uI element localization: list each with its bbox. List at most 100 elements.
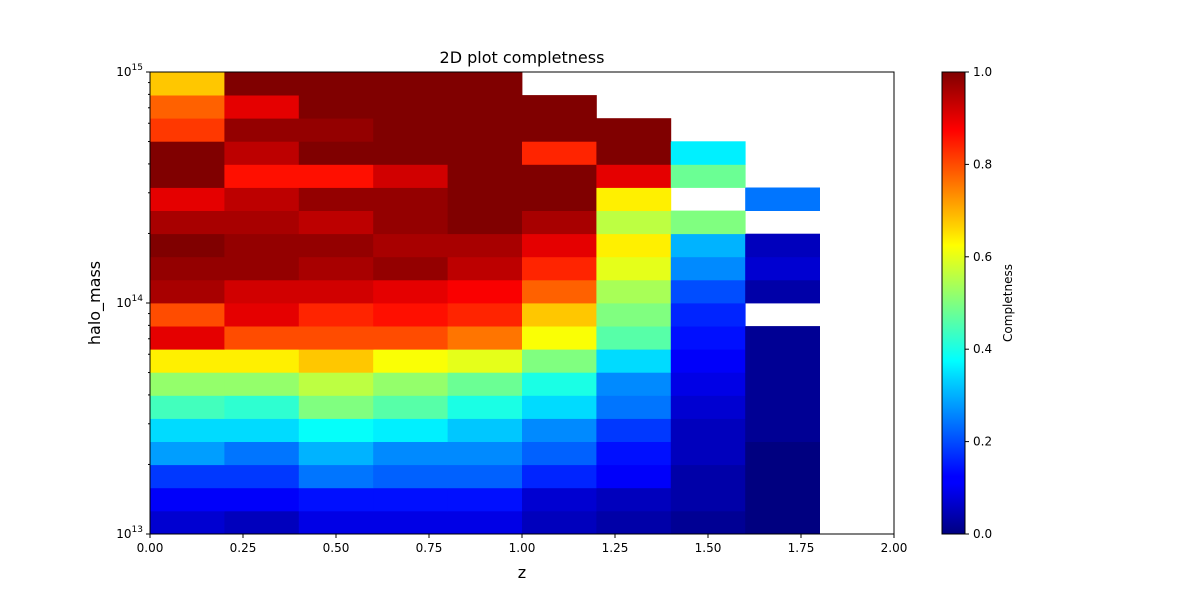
heatmap-cell bbox=[373, 487, 448, 512]
heatmap-cell bbox=[670, 303, 746, 327]
heatmap-cell bbox=[373, 95, 448, 119]
heatmap-cell bbox=[298, 141, 374, 165]
heatmap-cell bbox=[150, 72, 225, 96]
colorbar-tick-label: 0.8 bbox=[973, 157, 992, 171]
heatmap-cell bbox=[224, 233, 300, 258]
heatmap-cell bbox=[522, 464, 597, 489]
heatmap-cell bbox=[150, 418, 225, 442]
heatmap-cell bbox=[298, 72, 374, 96]
heatmap-cell bbox=[447, 441, 523, 466]
x-tick-label: 1.00 bbox=[509, 541, 536, 555]
heatmap-cell bbox=[224, 441, 300, 466]
heatmap-cell bbox=[373, 418, 448, 442]
heatmap-cell bbox=[745, 418, 820, 442]
heatmap-cell bbox=[596, 326, 672, 350]
x-tick-label: 0.75 bbox=[416, 541, 443, 555]
colorbar-tick-label: 0.2 bbox=[973, 435, 992, 449]
heatmap-cell bbox=[522, 395, 597, 419]
heatmap-cell bbox=[224, 349, 300, 373]
heatmap-cell bbox=[522, 164, 597, 188]
heatmap-cell bbox=[745, 256, 820, 281]
heatmap-cell bbox=[522, 349, 597, 373]
heatmap-cell bbox=[447, 349, 523, 373]
heatmap-cell bbox=[224, 187, 300, 211]
heatmap-cell bbox=[373, 141, 448, 165]
colorbar bbox=[941, 71, 966, 535]
heatmap-cell bbox=[670, 510, 746, 535]
heatmap-cell bbox=[224, 464, 300, 489]
heatmap-cell bbox=[447, 303, 523, 327]
heatmap-cell bbox=[670, 141, 746, 165]
heatmap-cells bbox=[150, 72, 820, 535]
heatmap-cell bbox=[224, 279, 300, 304]
heatmap-cell bbox=[150, 303, 225, 327]
heatmap-cell bbox=[150, 141, 225, 165]
heatmap-cell bbox=[447, 395, 523, 419]
heatmap-cell bbox=[522, 233, 597, 258]
heatmap-cell bbox=[298, 326, 374, 350]
heatmap-cell bbox=[745, 279, 820, 304]
heatmap-cell bbox=[447, 187, 523, 211]
heatmap-cell bbox=[373, 464, 448, 489]
heatmap-cell bbox=[224, 72, 300, 96]
heatmap-cell bbox=[596, 141, 672, 165]
colorbar-tick-label: 0.6 bbox=[973, 250, 992, 264]
heatmap-cell bbox=[298, 349, 374, 373]
heatmap-cell bbox=[150, 210, 225, 235]
heatmap-cell bbox=[596, 233, 672, 258]
heatmap-cell bbox=[596, 441, 672, 466]
heatmap-cell bbox=[224, 418, 300, 442]
heatmap-cell bbox=[150, 372, 225, 396]
heatmap-cell bbox=[150, 279, 225, 304]
heatmap-cell bbox=[373, 210, 448, 235]
heatmap-cell bbox=[373, 372, 448, 396]
heatmap-cell bbox=[670, 326, 746, 350]
chart-title: 2D plot completness bbox=[440, 48, 605, 67]
heatmap-cell bbox=[596, 256, 672, 281]
x-tick-label: 0.50 bbox=[323, 541, 350, 555]
colorbar-ticks: 0.0 0.2 0.4 0.6 0.8 1.0 bbox=[965, 65, 992, 541]
heatmap-cell bbox=[745, 395, 820, 419]
heatmap-cell bbox=[670, 279, 746, 304]
heatmap-cell bbox=[596, 118, 672, 142]
heatmap-cell bbox=[745, 372, 820, 396]
x-tick-label: 1.50 bbox=[695, 541, 722, 555]
heatmap-cell bbox=[373, 233, 448, 258]
heatmap-cell bbox=[298, 210, 374, 235]
x-tick-label: 0.25 bbox=[230, 541, 257, 555]
heatmap-cell bbox=[745, 187, 820, 211]
heatmap-cell bbox=[447, 279, 523, 304]
heatmap-cell bbox=[298, 279, 374, 304]
x-tick-label: 2.00 bbox=[881, 541, 908, 555]
heatmap-cell bbox=[447, 464, 523, 489]
heatmap-cell bbox=[224, 510, 300, 535]
heatmap-cell bbox=[373, 326, 448, 350]
heatmap-cell bbox=[373, 303, 448, 327]
colorbar-tick-label: 0.0 bbox=[973, 527, 992, 541]
heatmap-cell bbox=[447, 487, 523, 512]
heatmap-cell bbox=[298, 187, 374, 211]
heatmap-cell bbox=[596, 510, 672, 535]
x-axis-label: z bbox=[518, 563, 526, 582]
heatmap-cell bbox=[150, 95, 225, 119]
heatmap-cell bbox=[224, 487, 300, 512]
heatmap-cell bbox=[745, 233, 820, 258]
heatmap-cell bbox=[150, 510, 225, 535]
heatmap-cell bbox=[670, 256, 746, 281]
heatmap-cell bbox=[522, 372, 597, 396]
heatmap-cell bbox=[522, 95, 597, 119]
heatmap-cell bbox=[373, 256, 448, 281]
heatmap-cell bbox=[298, 487, 374, 512]
heatmap-cell bbox=[298, 464, 374, 489]
heatmap-cell bbox=[298, 510, 374, 535]
heatmap-cell bbox=[670, 372, 746, 396]
heatmap-cell bbox=[373, 441, 448, 466]
heatmap-cell bbox=[224, 326, 300, 350]
colorbar-label: Completness bbox=[1001, 264, 1015, 342]
heatmap-cell bbox=[522, 187, 597, 211]
heatmap-cell bbox=[298, 95, 374, 119]
x-tick-label: 1.25 bbox=[602, 541, 629, 555]
heatmap-cell bbox=[596, 487, 672, 512]
heatmap-cell bbox=[150, 441, 225, 466]
